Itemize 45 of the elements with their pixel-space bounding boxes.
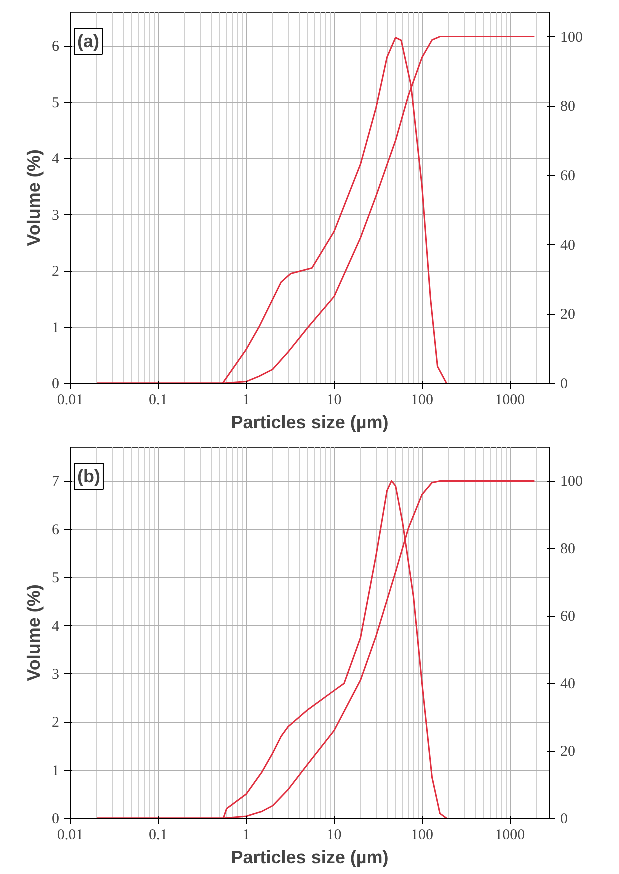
y-tick-label: 2 — [52, 264, 60, 280]
y2-tick-label: 100 — [560, 30, 583, 46]
y2-tick-label: 0 — [560, 376, 568, 392]
y2-tick-label: 60 — [560, 609, 576, 626]
y-tick-label: 4 — [52, 618, 60, 635]
y2-tick-label: 40 — [560, 676, 576, 693]
y-tick-label: 4 — [52, 152, 60, 168]
y-tick-label: 3 — [52, 666, 60, 683]
y-tick-label: 7 — [52, 474, 60, 490]
y-tick-label: 5 — [52, 95, 60, 112]
x-tick-label: 1 — [242, 392, 250, 408]
y-tick-label: 1 — [52, 763, 60, 780]
y-tick-label: 6 — [52, 522, 60, 538]
annotation: (b) — [78, 466, 100, 486]
y-axis-title: Volume (%) — [24, 584, 44, 682]
x-tick-label: 10 — [326, 392, 342, 408]
y2-tick-label: 0 — [560, 812, 568, 828]
y-tick-label: 0 — [52, 376, 60, 392]
x-axis-title: Particles size (µm) — [231, 412, 389, 432]
x-tick-label: 100 — [410, 392, 434, 408]
y2-tick-label: 60 — [560, 168, 576, 184]
y2-tick-label: 20 — [560, 744, 576, 760]
x-tick-label: 0.1 — [149, 828, 168, 844]
y2-tick-label: 100 — [560, 474, 583, 490]
y-tick-label: 3 — [52, 208, 60, 224]
y-axis-title: Volume (%) — [24, 150, 44, 246]
y-tick-label: 1 — [52, 320, 60, 336]
y2-tick-label: 80 — [560, 99, 576, 116]
x-tick-label: 1000 — [495, 828, 526, 844]
x-tick-label: 10 — [326, 828, 342, 844]
y2-tick-label: 80 — [560, 542, 576, 558]
x-tick-label: 0.01 — [57, 392, 84, 408]
x-tick-label: 0.1 — [149, 392, 168, 408]
x-axis-title: Particles size (µm) — [231, 848, 389, 868]
x-tick-label: 1 — [242, 828, 250, 844]
y-tick-label: 5 — [52, 570, 60, 587]
x-tick-label: 0.01 — [57, 828, 84, 844]
y-tick-label: 0 — [52, 812, 60, 828]
y2-tick-label: 40 — [560, 238, 576, 254]
x-tick-label: 100 — [410, 828, 434, 844]
y-tick-label: 2 — [52, 715, 60, 732]
y2-tick-label: 20 — [560, 307, 576, 324]
y-tick-label: 6 — [52, 39, 60, 56]
x-tick-label: 1000 — [495, 392, 526, 408]
annotation: (a) — [78, 32, 100, 52]
